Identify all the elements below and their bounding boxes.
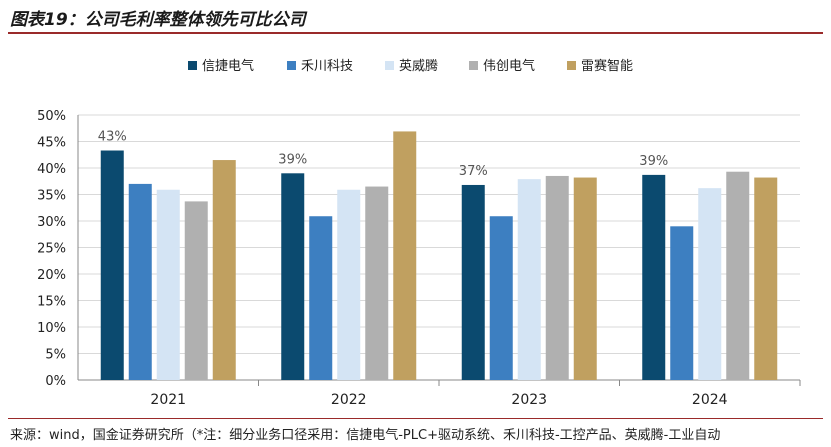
bar xyxy=(184,201,208,380)
bar xyxy=(489,216,513,380)
bar xyxy=(100,150,124,380)
legend-swatch xyxy=(469,61,478,70)
y-tick-label: 45% xyxy=(37,136,66,151)
legend-swatch xyxy=(385,61,394,70)
legend-swatch xyxy=(567,61,576,70)
bar xyxy=(281,173,305,380)
bar xyxy=(212,160,236,380)
y-tick-label: 10% xyxy=(37,321,66,336)
bar xyxy=(337,189,361,380)
bar xyxy=(670,226,694,380)
bar xyxy=(754,177,778,380)
bar xyxy=(393,131,417,380)
bar xyxy=(309,216,333,380)
x-tick-label: 2021 xyxy=(150,392,186,408)
legend-label: 雷赛智能 xyxy=(581,58,633,74)
y-tick-label: 30% xyxy=(37,215,66,230)
y-tick-label: 40% xyxy=(37,162,66,177)
x-tick-label: 2023 xyxy=(511,392,547,408)
footer-divider xyxy=(8,418,823,419)
bar xyxy=(698,188,722,380)
legend-swatch xyxy=(188,61,197,70)
data-label: 39% xyxy=(278,152,307,167)
legend-label: 伟创电气 xyxy=(483,58,535,74)
y-tick-label: 0% xyxy=(45,374,66,389)
y-tick-label: 25% xyxy=(37,242,66,257)
bar xyxy=(461,184,485,380)
y-tick-label: 5% xyxy=(45,348,66,363)
legend-label: 信捷电气 xyxy=(202,58,254,74)
bar xyxy=(128,183,152,380)
y-tick-label: 20% xyxy=(37,268,66,283)
bar-chart: 信捷电气 禾川科技 英威腾 伟创电气 雷赛智能 0% 5% 10% 15% 20% 25% 30% 35… xyxy=(37,58,801,408)
bar xyxy=(573,177,597,380)
y-tick-label: 15% xyxy=(37,295,66,310)
bar xyxy=(365,186,389,380)
bar xyxy=(156,189,180,380)
legend-swatch xyxy=(287,61,296,70)
source-note: 来源：wind，国金证券研究所（*注：细分业务口径采用：信捷电气-PLC+驱动系… xyxy=(10,428,721,443)
chart-title: 图表19：公司毛利率整体领先可比公司 xyxy=(10,10,306,30)
x-tick-label: 2024 xyxy=(692,392,728,408)
bar xyxy=(545,175,569,380)
y-tick-label: 35% xyxy=(37,189,66,204)
data-label: 37% xyxy=(459,164,488,179)
x-tick-label: 2022 xyxy=(331,392,367,408)
legend-label: 禾川科技 xyxy=(301,59,353,74)
data-label: 39% xyxy=(639,154,668,169)
bar xyxy=(642,174,666,380)
legend-label: 英威腾 xyxy=(399,58,438,74)
bar xyxy=(726,171,750,380)
title-divider xyxy=(8,32,823,34)
bar xyxy=(517,179,541,380)
y-tick-label: 50% xyxy=(37,109,66,124)
header: 图表19：公司毛利率整体领先可比公司 xyxy=(0,0,831,36)
data-label: 43% xyxy=(98,130,127,145)
